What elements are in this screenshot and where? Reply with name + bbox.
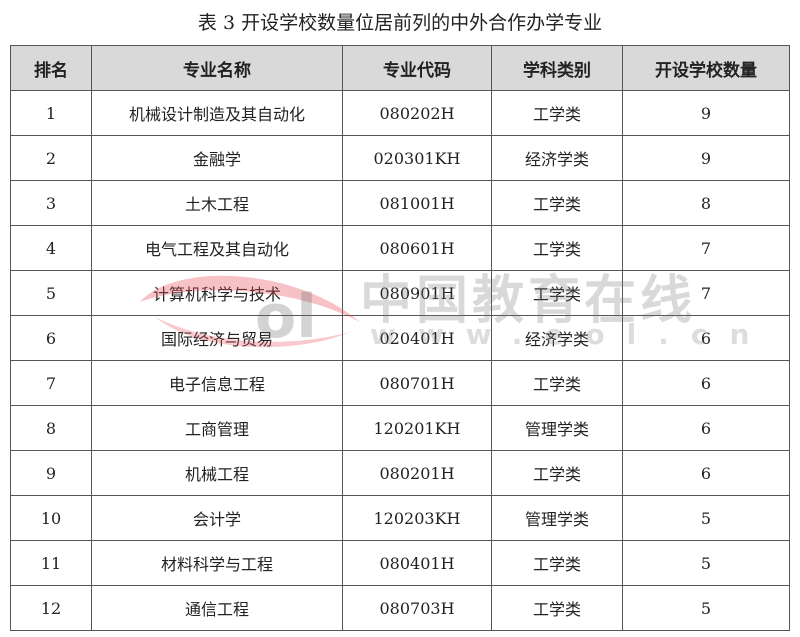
cell-major-name: 工商管理 — [91, 405, 343, 451]
cell-major-name: 材料科学与工程 — [91, 540, 343, 586]
cell-category: 经济学类 — [491, 315, 623, 361]
cell-major-name: 金融学 — [91, 135, 343, 181]
cell-major-name: 会计学 — [91, 495, 343, 541]
cell-major-name: 电气工程及其自动化 — [91, 225, 343, 271]
header-major-name: 专业名称 — [91, 45, 343, 91]
cell-category: 工学类 — [491, 540, 623, 586]
cell-category: 工学类 — [491, 585, 623, 631]
cell-major-code: 080701H — [342, 360, 492, 406]
cell-major-code: 120201KH — [342, 405, 492, 451]
cell-major-name: 国际经济与贸易 — [91, 315, 343, 361]
cell-rank: 10 — [10, 495, 92, 541]
table-row: 12 通信工程 080703H 工学类 5 — [10, 585, 790, 631]
cell-rank: 6 — [10, 315, 92, 361]
cell-major-code: 080201H — [342, 450, 492, 496]
table-row: 9 机械工程 080201H 工学类 6 — [10, 450, 790, 496]
cell-rank: 8 — [10, 405, 92, 451]
table-row: 3 土木工程 081001H 工学类 8 — [10, 180, 790, 226]
table-row: 7 电子信息工程 080701H 工学类 6 — [10, 360, 790, 406]
cell-major-code: 080901H — [342, 270, 492, 316]
table-row: 1 机械设计制造及其自动化 080202H 工学类 9 — [10, 90, 790, 136]
cell-school-count: 9 — [622, 135, 790, 181]
cell-rank: 11 — [10, 540, 92, 586]
cell-rank: 7 — [10, 360, 92, 406]
cell-category: 工学类 — [491, 90, 623, 136]
cell-school-count: 8 — [622, 180, 790, 226]
cell-school-count: 6 — [622, 405, 790, 451]
cell-major-name: 电子信息工程 — [91, 360, 343, 406]
cell-major-name: 计算机科学与技术 — [91, 270, 343, 316]
cell-category: 管理学类 — [491, 405, 623, 451]
cell-school-count: 7 — [622, 225, 790, 271]
cell-school-count: 6 — [622, 315, 790, 361]
cell-category: 经济学类 — [491, 135, 623, 181]
cell-major-name: 机械设计制造及其自动化 — [91, 90, 343, 136]
cell-major-code: 020401H — [342, 315, 492, 361]
cell-major-code: 120203KH — [342, 495, 492, 541]
cell-major-name: 机械工程 — [91, 450, 343, 496]
cell-rank: 1 — [10, 90, 92, 136]
cell-rank: 2 — [10, 135, 92, 181]
cell-category: 工学类 — [491, 360, 623, 406]
table-row: 4 电气工程及其自动化 080601H 工学类 7 — [10, 225, 790, 271]
table-row: 11 材料科学与工程 080401H 工学类 5 — [10, 540, 790, 586]
cell-rank: 3 — [10, 180, 92, 226]
cell-category: 工学类 — [491, 270, 623, 316]
cell-school-count: 6 — [622, 360, 790, 406]
table-row: 5 计算机科学与技术 080901H 工学类 7 — [10, 270, 790, 316]
cell-school-count: 5 — [622, 495, 790, 541]
table-row: 10 会计学 120203KH 管理学类 5 — [10, 495, 790, 541]
cell-category: 工学类 — [491, 180, 623, 226]
cell-rank: 9 — [10, 450, 92, 496]
cell-major-code: 080601H — [342, 225, 492, 271]
cell-rank: 12 — [10, 585, 92, 631]
table-title: 表 3 开设学校数量位居前列的中外合作办学专业 — [197, 12, 603, 34]
cell-major-code: 080703H — [342, 585, 492, 631]
cell-rank: 5 — [10, 270, 92, 316]
cell-major-code: 080202H — [342, 90, 492, 136]
majors-table: 排名 专业名称 专业代码 学科类别 开设学校数量 1 机械设计制造及其自动化 080… — [10, 45, 790, 631]
cell-category: 工学类 — [491, 225, 623, 271]
cell-school-count: 5 — [622, 540, 790, 586]
cell-school-count: 6 — [622, 450, 790, 496]
cell-school-count: 7 — [622, 270, 790, 316]
table-row: 2 金融学 020301KH 经济学类 9 — [10, 135, 790, 181]
cell-category: 管理学类 — [491, 495, 623, 541]
table-header-row: 排名 专业名称 专业代码 学科类别 开设学校数量 — [10, 45, 790, 91]
table-row: 6 国际经济与贸易 020401H 经济学类 6 — [10, 315, 790, 361]
cell-major-name: 土木工程 — [91, 180, 343, 226]
table-row: 8 工商管理 120201KH 管理学类 6 — [10, 405, 790, 451]
header-major-code: 专业代码 — [342, 45, 492, 91]
cell-major-code: 080401H — [342, 540, 492, 586]
header-rank: 排名 — [10, 45, 92, 91]
cell-category: 工学类 — [491, 450, 623, 496]
cell-major-code: 020301KH — [342, 135, 492, 181]
header-category: 学科类别 — [491, 45, 623, 91]
header-school-count: 开设学校数量 — [622, 45, 790, 91]
cell-school-count: 9 — [622, 90, 790, 136]
cell-major-code: 081001H — [342, 180, 492, 226]
cell-school-count: 5 — [622, 585, 790, 631]
cell-rank: 4 — [10, 225, 92, 271]
cell-major-name: 通信工程 — [91, 585, 343, 631]
